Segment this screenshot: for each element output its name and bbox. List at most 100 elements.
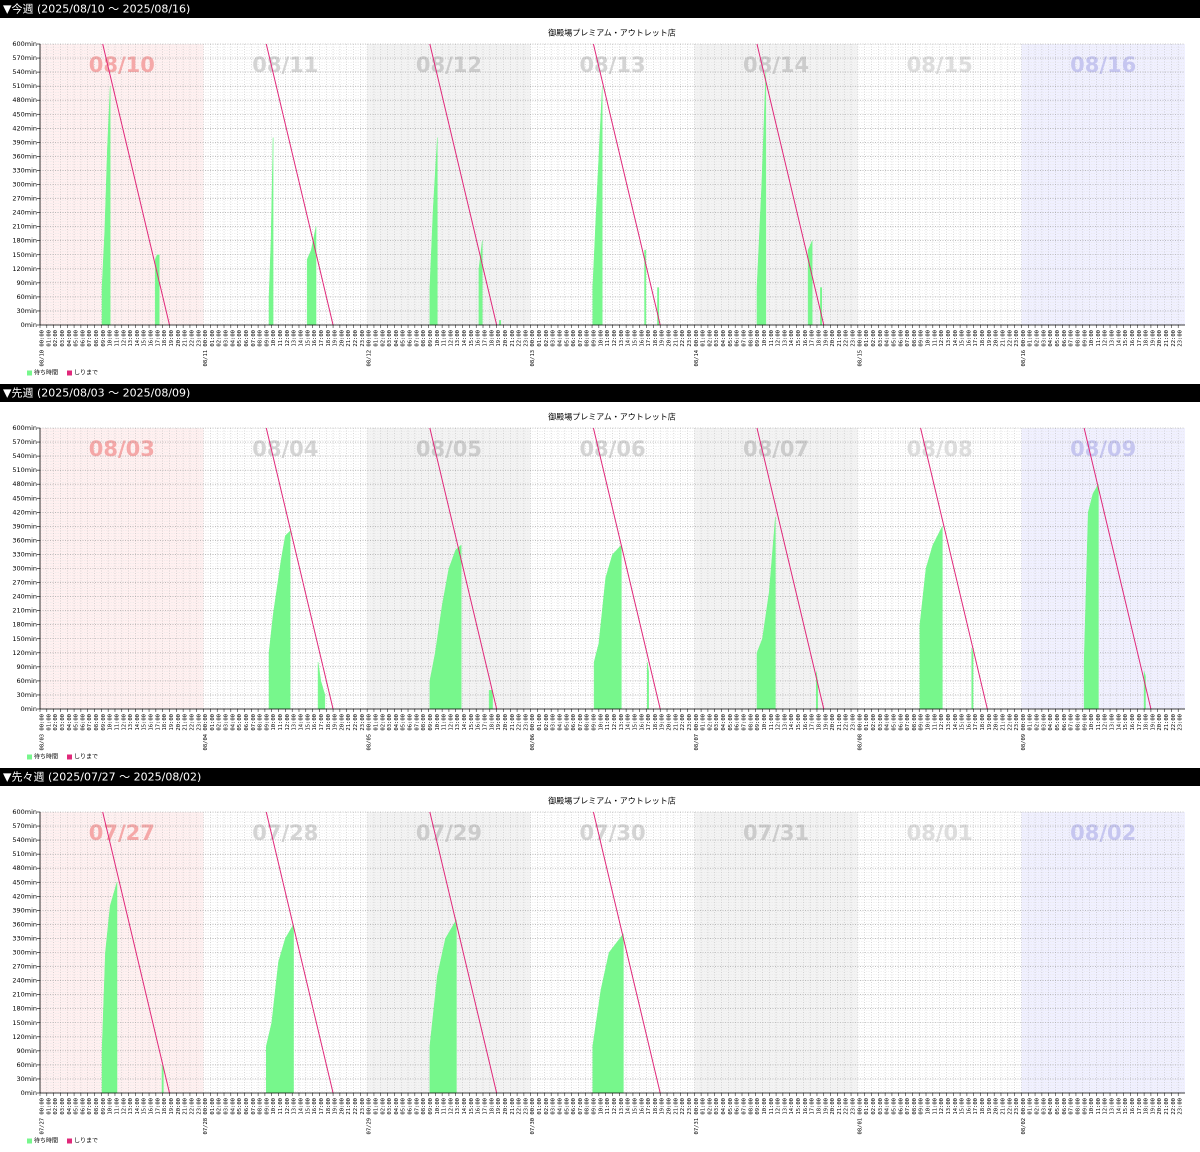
section-header: ▼先々週 (2025/07/27 ～ 2025/08/02) <box>3 771 201 784</box>
x-tick-label: 16:00 <box>803 714 809 731</box>
x-tick-label: 20:00 <box>1157 714 1163 731</box>
x-tick-label: 10:00 <box>762 330 768 347</box>
x-tick-label: 08:00 <box>748 1098 754 1115</box>
x-tick-label: 03:00 <box>387 1098 393 1115</box>
x-tick-label: 04:00 <box>885 330 891 347</box>
x-tick-label: 17:00 <box>483 330 489 347</box>
x-tick-label: 05:00 <box>401 330 407 347</box>
x-tick-label: 04:00 <box>67 1098 73 1115</box>
x-tick-label: 09:00 <box>101 1098 107 1115</box>
x-tick-label: 01:00 <box>46 330 52 347</box>
legend-swatch <box>27 1138 32 1144</box>
x-tick-label: 14:00 <box>298 714 304 731</box>
x-tick-label: 10:00 <box>271 1098 277 1115</box>
x-tick-label: 20:00 <box>1157 1098 1163 1115</box>
x-tick-label: 12:00 <box>121 714 127 731</box>
x-tick-label: 02:00 <box>1035 330 1041 347</box>
line-series <box>102 811 661 1094</box>
x-tick-label: 12:00 <box>776 714 782 731</box>
x-tick-label: 02:00 <box>1035 1098 1041 1115</box>
x-tick-label: 14:00 <box>135 714 141 731</box>
day-label: 07/31 <box>743 821 809 845</box>
x-tick-label: 16:00 <box>149 330 155 347</box>
x-tick-label: 23:00 <box>1014 330 1020 347</box>
x-tick-label: 22:00 <box>1171 714 1177 731</box>
y-tick-label: 360min <box>12 920 37 928</box>
x-tick-label: 17:00 <box>973 714 979 731</box>
x-tick-label: 23:00 <box>687 330 693 347</box>
x-tick-label: 19:00 <box>169 714 175 731</box>
y-tick-label: 330min <box>12 166 37 174</box>
x-tick-label: 06:00 <box>898 714 904 731</box>
y-tick-label: 420min <box>12 892 37 900</box>
day-label: 08/15 <box>907 53 973 77</box>
x-tick-label: 13:00 <box>128 330 134 347</box>
section-header-bar <box>0 768 1200 786</box>
x-tick-label: 20:00 <box>667 1098 673 1115</box>
x-tick-label: 07:00 <box>87 330 93 347</box>
y-tick-label: 600min <box>12 40 37 48</box>
x-tick-label: 11:00 <box>114 1098 120 1115</box>
legend-label: しりまで <box>74 370 98 377</box>
x-tick-label: 11:00 <box>769 714 775 731</box>
x-tick-label: 08/10 00:00 <box>40 330 46 366</box>
x-tick-label: 06:00 <box>735 714 741 731</box>
legend-label: しりまで <box>74 754 98 761</box>
x-tick-label: 14:00 <box>626 1098 632 1115</box>
x-tick-label: 16:00 <box>312 1098 318 1115</box>
x-tick-label: 08/04 00:00 <box>203 714 209 750</box>
x-tick-label: 19:00 <box>987 1098 993 1115</box>
y-tick-label: 150min <box>12 1019 37 1027</box>
x-tick-label: 01:00 <box>1028 714 1034 731</box>
line-series <box>102 43 825 326</box>
x-tick-label: 12:00 <box>939 330 945 347</box>
x-tick-label: 13:00 <box>619 714 625 731</box>
x-tick-label: 17:00 <box>1137 1098 1143 1115</box>
x-tick-label: 12:00 <box>285 330 291 347</box>
x-tick-label: 21:00 <box>673 714 679 731</box>
x-tick-label: 18:00 <box>489 714 495 731</box>
x-tick-label: 12:00 <box>1103 330 1109 347</box>
x-tick-label: 20:00 <box>994 330 1000 347</box>
x-tick-label: 13:00 <box>455 1098 461 1115</box>
x-tick-label: 03:00 <box>714 1098 720 1115</box>
x-tick-label: 20:00 <box>503 330 509 347</box>
x-tick-label: 13:00 <box>128 714 134 731</box>
y-tick-label: 60min <box>16 1061 37 1069</box>
y-tick-label: 0min <box>21 705 37 713</box>
x-tick-label: 02:00 <box>53 330 59 347</box>
x-tick-label: 19:00 <box>660 714 666 731</box>
x-tick-label: 18:00 <box>162 330 168 347</box>
x-tick-label: 23:00 <box>196 1098 202 1115</box>
section-header-bar <box>0 0 1200 18</box>
y-tick-label: 120min <box>12 265 37 273</box>
x-tick-label: 21:00 <box>346 330 352 347</box>
y-tick-label: 180min <box>12 621 37 629</box>
x-tick-label: 05:00 <box>728 1098 734 1115</box>
x-tick-label: 14:00 <box>953 1098 959 1115</box>
x-tick-label: 11:00 <box>605 1098 611 1115</box>
x-tick-label: 12:00 <box>612 1098 618 1115</box>
x-tick-label: 07:00 <box>1069 714 1075 731</box>
x-tick-label: 15:00 <box>632 714 638 731</box>
x-tick-label: 08:00 <box>1075 1098 1081 1115</box>
x-tick-label: 06:00 <box>244 330 250 347</box>
x-tick-label: 14:00 <box>626 714 632 731</box>
x-tick-label: 05:00 <box>401 1098 407 1115</box>
x-tick-label: 10:00 <box>271 330 277 347</box>
x-tick-label: 10:00 <box>108 1098 114 1115</box>
x-tick-label: 11:00 <box>1096 714 1102 731</box>
x-tick-label: 16:00 <box>639 330 645 347</box>
x-tick-label: 07:00 <box>905 330 911 347</box>
x-tick-label: 17:00 <box>155 1098 161 1115</box>
x-tick-label: 18:00 <box>980 1098 986 1115</box>
y-tick-label: 330min <box>12 550 37 558</box>
x-tick-label: 11:00 <box>605 330 611 347</box>
x-tick-label: 06:00 <box>408 330 414 347</box>
x-tick-label: 17:00 <box>1137 330 1143 347</box>
x-tick-label: 11:00 <box>442 714 448 731</box>
x-tick-label: 05:00 <box>728 330 734 347</box>
x-tick-label: 02:00 <box>380 1098 386 1115</box>
x-tick-label: 23:00 <box>360 1098 366 1115</box>
y-tick-label: 270min <box>12 195 37 203</box>
